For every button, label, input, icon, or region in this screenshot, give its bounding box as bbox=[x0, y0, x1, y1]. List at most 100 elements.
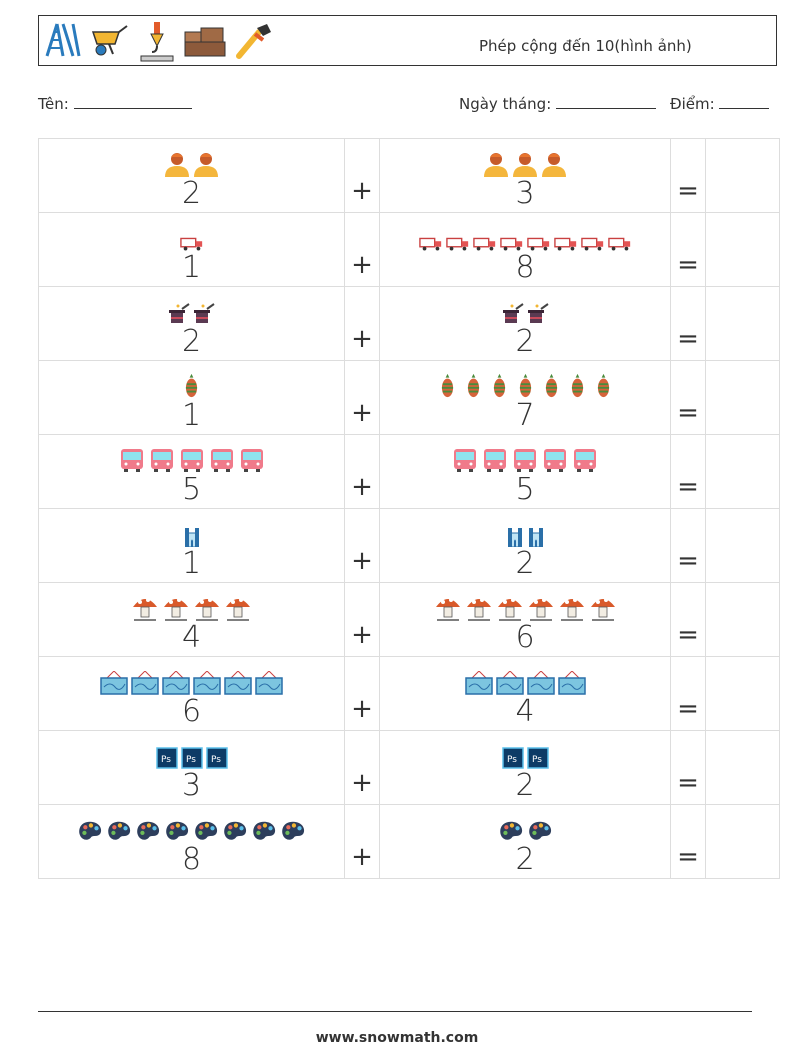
name-blank[interactable] bbox=[73, 94, 192, 109]
bus-icon bbox=[119, 447, 145, 477]
equals-cell: = bbox=[670, 286, 706, 361]
plus-cell: + bbox=[344, 434, 380, 509]
equals-cell: = bbox=[670, 212, 706, 287]
truck-icon bbox=[472, 236, 497, 255]
svg-text:Ps: Ps bbox=[161, 755, 171, 765]
magic-hat-icon bbox=[193, 303, 215, 329]
worker-icon bbox=[483, 151, 509, 181]
problem-row: 2 + 2 = bbox=[38, 286, 780, 361]
header-icons bbox=[43, 22, 273, 62]
addend-a-cell: 2 bbox=[38, 286, 345, 361]
palette-icon bbox=[193, 819, 219, 847]
bus-icon bbox=[512, 447, 538, 477]
photoshop-icon: Ps bbox=[180, 747, 203, 773]
worksheet-title: Phép cộng đến 10(hình ảnh) bbox=[479, 37, 692, 55]
plus-sign: + bbox=[351, 768, 373, 798]
truck-icon bbox=[553, 236, 578, 255]
svg-text:Ps: Ps bbox=[211, 755, 221, 765]
palette-icon bbox=[498, 819, 524, 847]
truck-icon bbox=[445, 236, 470, 255]
problem-row: 8 + 2 = bbox=[38, 804, 780, 879]
addend-b-cell: 4 bbox=[379, 656, 671, 731]
addend-b-cell: 2 bbox=[379, 804, 671, 879]
addend-a-cell: 5 bbox=[38, 434, 345, 509]
mushroom-icon bbox=[558, 595, 586, 625]
addend-b-number: 5 bbox=[515, 472, 535, 507]
date-blank[interactable] bbox=[556, 94, 657, 109]
pine-cone-icon bbox=[493, 373, 506, 403]
addend-b-number: 7 bbox=[515, 398, 535, 433]
score-blank[interactable] bbox=[719, 94, 770, 109]
plus-cell: + bbox=[344, 508, 380, 583]
worker-icon bbox=[164, 151, 190, 181]
addend-b-pictures bbox=[380, 595, 670, 625]
plus-sign: + bbox=[351, 398, 373, 428]
pine-cone-icon bbox=[467, 373, 480, 403]
problem-row: 4 + 6 = bbox=[38, 582, 780, 657]
answer-cell[interactable] bbox=[705, 212, 780, 287]
bus-icon bbox=[452, 447, 478, 477]
equals-cell: = bbox=[670, 360, 706, 435]
addend-a-pictures: Ps Ps Ps bbox=[39, 743, 344, 773]
lumber-icon bbox=[184, 27, 226, 57]
answer-cell[interactable] bbox=[705, 434, 780, 509]
equals-sign: = bbox=[677, 398, 699, 428]
answer-cell[interactable] bbox=[705, 730, 780, 805]
addend-a-number: 1 bbox=[181, 398, 202, 433]
addend-a-number: 5 bbox=[181, 472, 202, 507]
mushroom-icon bbox=[496, 595, 524, 625]
equals-sign: = bbox=[677, 324, 699, 354]
addend-a-number: 2 bbox=[181, 324, 202, 359]
plus-cell: + bbox=[344, 138, 380, 213]
magic-hat-icon bbox=[168, 303, 190, 329]
addend-a-pictures bbox=[39, 225, 344, 255]
answer-cell[interactable] bbox=[705, 508, 780, 583]
svg-text:Ps: Ps bbox=[186, 755, 196, 765]
problem-row: 1 + 8 = bbox=[38, 212, 780, 287]
answer-cell[interactable] bbox=[705, 286, 780, 361]
equals-sign: = bbox=[677, 176, 699, 206]
truck-icon bbox=[607, 236, 632, 255]
answer-cell[interactable] bbox=[705, 360, 780, 435]
map-board-icon bbox=[131, 670, 159, 699]
addend-b-cell: 2 bbox=[379, 286, 671, 361]
addend-b-number: 8 bbox=[515, 250, 535, 285]
map-board-icon bbox=[100, 670, 128, 699]
pine-cone-icon bbox=[571, 373, 584, 403]
palette-icon bbox=[251, 819, 277, 847]
palette-icon bbox=[77, 819, 103, 847]
name-label: Tên: bbox=[38, 95, 69, 113]
addend-a-pictures bbox=[39, 521, 344, 551]
addend-b-number: 4 bbox=[515, 694, 535, 729]
equals-sign: = bbox=[677, 250, 699, 280]
addend-a-number: 1 bbox=[181, 250, 202, 285]
plus-cell: + bbox=[344, 286, 380, 361]
addend-b-cell: Ps Ps 2 bbox=[379, 730, 671, 805]
problem-row: Ps Ps Ps 3 + Ps Ps 2 = bbox=[38, 730, 780, 805]
addend-a-pictures bbox=[39, 817, 344, 847]
answer-cell[interactable] bbox=[705, 582, 780, 657]
pine-cone-icon bbox=[519, 373, 532, 403]
answer-cell[interactable] bbox=[705, 804, 780, 879]
problem-row: 6 + 4 = bbox=[38, 656, 780, 731]
addend-b-number: 3 bbox=[515, 176, 535, 211]
addend-a-cell: 2 bbox=[38, 138, 345, 213]
addend-b-cell: 2 bbox=[379, 508, 671, 583]
map-board-icon bbox=[162, 670, 190, 699]
addend-a-pictures bbox=[39, 299, 344, 329]
answer-cell[interactable] bbox=[705, 138, 780, 213]
bus-icon bbox=[482, 447, 508, 477]
magic-hat-icon bbox=[502, 303, 524, 329]
map-board-icon bbox=[464, 670, 493, 699]
addend-a-pictures bbox=[39, 595, 344, 625]
pine-cone-icon bbox=[545, 373, 558, 403]
addend-b-number: 2 bbox=[515, 842, 535, 877]
pipe-wrench-icon bbox=[236, 24, 271, 59]
mushroom-icon bbox=[224, 595, 252, 625]
answer-cell[interactable] bbox=[705, 656, 780, 731]
castle-icon bbox=[506, 525, 524, 551]
palette-icon bbox=[527, 819, 553, 847]
pine-cone-icon bbox=[185, 373, 198, 403]
map-board-icon bbox=[557, 670, 586, 699]
plus-cell: + bbox=[344, 212, 380, 287]
